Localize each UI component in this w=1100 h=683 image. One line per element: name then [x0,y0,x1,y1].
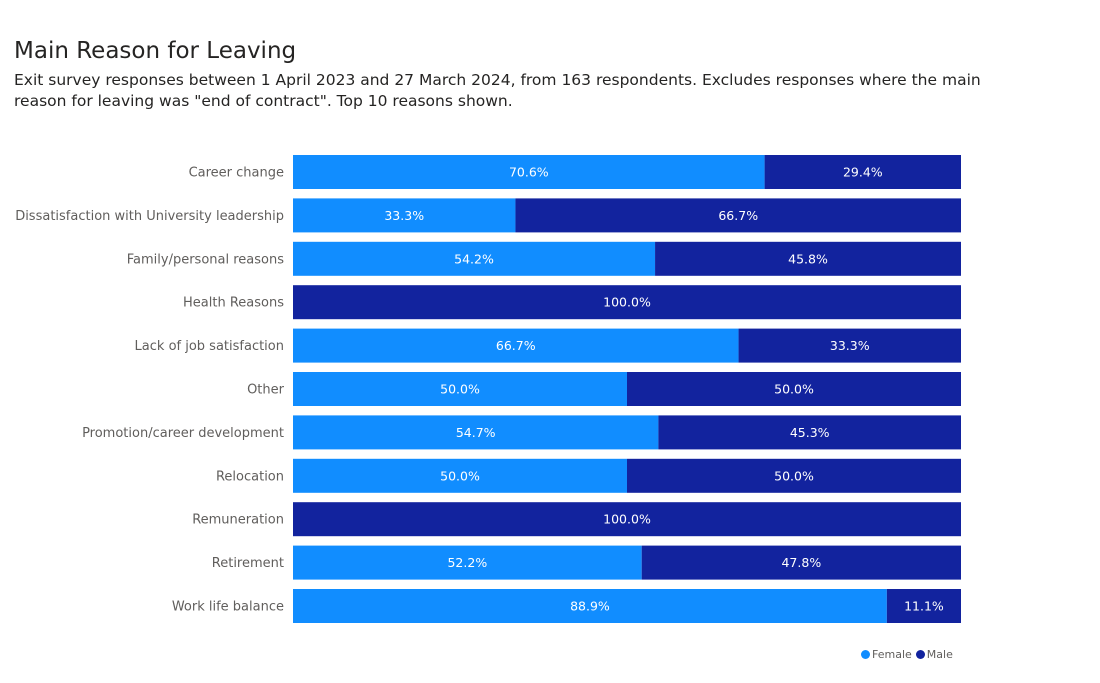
legend-item-male[interactable]: Male [915,648,953,661]
legend-label-male: Male [926,648,953,661]
legend-dot-female [861,650,870,659]
bar-female[interactable] [293,589,887,623]
bar-female[interactable] [293,458,627,493]
category-label: Promotion/career development [82,426,284,441]
bar-male[interactable] [293,502,961,537]
data-label: 33.3% [830,338,870,353]
chart-title: Main Reason for Leaving [14,38,297,64]
bar-male[interactable] [658,415,961,450]
bar-female[interactable] [293,241,656,276]
data-label: 88.9% [570,599,610,614]
category-label: Dissatisfaction with University leadersh… [15,209,284,224]
bar-female[interactable] [293,545,642,580]
data-label: 50.0% [440,468,480,483]
data-label: 54.2% [454,251,494,266]
legend-label-female: Female [872,648,912,661]
bar-female[interactable] [293,198,516,233]
legend-item-female[interactable]: Female [861,648,912,661]
bar-male[interactable] [641,545,961,580]
category-label: Health Reasons [183,296,284,311]
data-label: 45.3% [790,425,830,440]
data-label: 70.6% [509,165,549,180]
bar-male[interactable] [627,372,961,406]
data-label: 11.1% [904,599,944,614]
legend-dot-male [915,650,925,659]
data-label: 50.0% [774,468,814,483]
chart-subtitle: Exit survey responses between 1 April 20… [14,71,981,110]
data-label: 29.4% [843,165,883,180]
category-label: Lack of job satisfaction [135,339,284,354]
bar-male[interactable] [738,328,961,363]
bar-female[interactable] [293,328,739,363]
category-label: Work life balance [172,600,284,615]
bar-female[interactable] [293,155,765,189]
bar-male[interactable] [764,155,961,189]
data-label: 66.7% [718,208,758,223]
category-label: Retirement [212,556,284,571]
category-label: Remuneration [192,513,284,528]
data-label: 50.0% [440,382,480,397]
data-label: 33.3% [384,208,424,223]
bar-female[interactable] [293,415,659,450]
bar-female[interactable] [293,372,627,406]
bar-male[interactable] [627,458,961,493]
bar-male[interactable] [655,241,961,276]
bar-male[interactable] [293,285,961,320]
category-label: Other [247,383,285,398]
data-label: 54.7% [456,425,496,440]
bar-male[interactable] [515,198,961,233]
data-label: 100.0% [603,295,651,310]
data-label: 66.7% [496,338,536,353]
category-label: Career change [189,166,284,181]
bar-male[interactable] [886,589,961,623]
data-label: 100.0% [603,512,651,527]
data-label: 45.8% [788,251,828,266]
category-label: Family/personal reasons [127,252,284,267]
data-label: 52.2% [447,555,487,570]
category-label: Relocation [216,469,284,484]
data-label: 50.0% [774,382,814,397]
legend: Female Male [861,648,953,661]
data-label: 47.8% [781,555,821,570]
